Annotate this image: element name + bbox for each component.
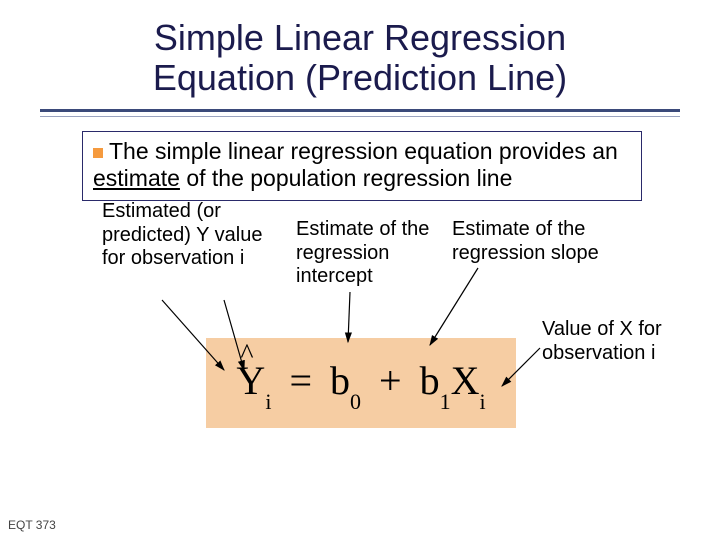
equation-box: ^ Yi = b0 + b1Xi bbox=[206, 338, 516, 428]
label-slope: Estimate of the regression slope bbox=[452, 218, 632, 265]
equation: ^ Yi = b0 + b1Xi bbox=[236, 357, 485, 409]
description-underlined: estimate bbox=[93, 165, 180, 191]
slide: Simple Linear Regression Equation (Predi… bbox=[0, 0, 720, 540]
description-box: The simple linear regression equation pr… bbox=[82, 131, 642, 201]
eq-sub-i2: i bbox=[479, 389, 485, 414]
description-post: of the population regression line bbox=[180, 165, 512, 191]
eq-X: X bbox=[451, 358, 480, 403]
eq-equals: = bbox=[289, 358, 312, 403]
eq-b1: b bbox=[420, 358, 440, 403]
eq-b0: b bbox=[330, 358, 350, 403]
eq-sub-0: 0 bbox=[350, 389, 361, 414]
footer-text: EQT 373 bbox=[8, 518, 56, 532]
eq-sub-i1: i bbox=[265, 389, 271, 414]
label-intercept: Estimate of the regression intercept bbox=[296, 218, 446, 289]
eq-sub-1: 1 bbox=[440, 389, 451, 414]
label-x-value: Value of X for observation i bbox=[542, 318, 712, 365]
description-pre: The simple linear regression equation pr… bbox=[109, 138, 618, 164]
bullet-icon bbox=[93, 148, 103, 158]
eq-plus: + bbox=[379, 358, 402, 403]
hat-symbol: ^ bbox=[240, 339, 253, 371]
slide-title: Simple Linear Regression Equation (Predi… bbox=[0, 18, 720, 97]
label-estimated-y: Estimated (or predicted) Y value for obs… bbox=[102, 200, 272, 271]
title-rule bbox=[40, 109, 680, 117]
